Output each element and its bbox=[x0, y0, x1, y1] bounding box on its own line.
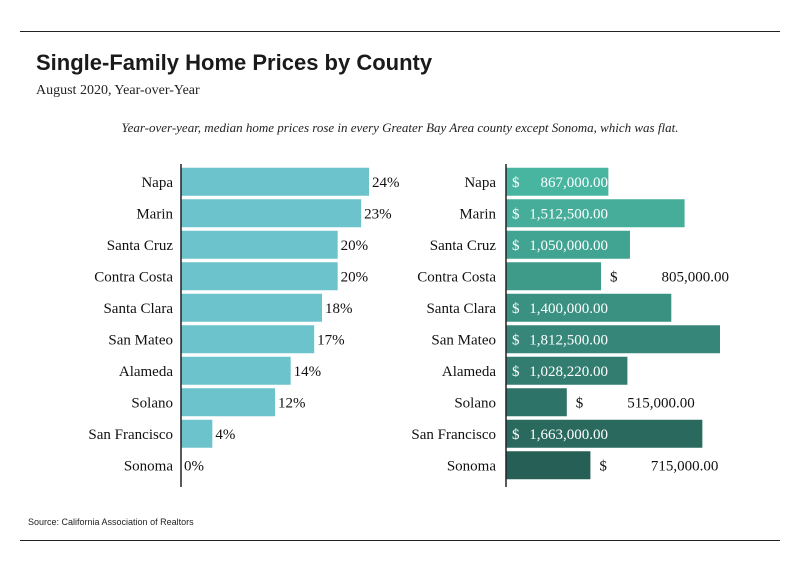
pct-category-label: Alameda bbox=[119, 364, 173, 380]
price-category-label: Marin bbox=[459, 206, 496, 222]
price-bar bbox=[506, 388, 567, 417]
pct-category-label: Napa bbox=[141, 175, 173, 191]
pct-bar bbox=[181, 356, 291, 385]
pct-bar bbox=[181, 325, 315, 354]
source-note: Source: California Association of Realto… bbox=[28, 517, 194, 527]
pct-bar bbox=[181, 167, 369, 196]
price-category-label: San Mateo bbox=[431, 332, 496, 348]
price-value-label: 1,812,500.00 bbox=[529, 332, 608, 348]
price-category-label: San Francisco bbox=[411, 427, 496, 443]
price-bar bbox=[506, 262, 602, 291]
pct-value-label: 4% bbox=[215, 427, 235, 443]
price-value-label: 805,000.00 bbox=[662, 269, 730, 285]
pct-category-label: San Mateo bbox=[108, 332, 173, 348]
chart-subtitle: August 2020, Year-over-Year bbox=[36, 83, 200, 98]
pct-category-label: Santa Clara bbox=[103, 301, 173, 317]
price-currency-label: $ bbox=[512, 206, 520, 222]
price-currency-label: $ bbox=[512, 332, 520, 348]
price-bar bbox=[506, 293, 672, 322]
price-bar bbox=[506, 199, 685, 228]
pct-value-label: 0% bbox=[184, 458, 204, 474]
price-currency-label: $ bbox=[599, 458, 607, 474]
top-rule bbox=[20, 31, 780, 32]
pct-value-label: 20% bbox=[341, 269, 369, 285]
price-category-label: Santa Clara bbox=[426, 301, 496, 317]
chart-note: Year-over-year, median home prices rose … bbox=[121, 120, 679, 135]
pct-bar bbox=[181, 293, 322, 322]
price-category-label: Santa Cruz bbox=[430, 238, 497, 254]
price-currency-label: $ bbox=[576, 395, 584, 411]
price-bar bbox=[506, 356, 628, 385]
price-category-label: Sonoma bbox=[447, 458, 497, 474]
pct-category-label: Marin bbox=[136, 206, 173, 222]
pct-category-label: Sonoma bbox=[124, 458, 174, 474]
pct-value-label: 14% bbox=[294, 364, 322, 380]
price-currency-label: $ bbox=[512, 364, 520, 380]
price-value-label: 715,000.00 bbox=[651, 458, 719, 474]
price-change-chart: Napa 24% Marin 23% Santa Cruz 20% Contra Costa… bbox=[88, 164, 400, 487]
price-value-label: 1,663,000.00 bbox=[529, 427, 608, 443]
pct-bar bbox=[181, 199, 362, 228]
pct-bar bbox=[181, 419, 213, 448]
chart-title: Single-Family Home Prices by County bbox=[36, 50, 433, 75]
price-value-label: 867,000.00 bbox=[541, 175, 609, 191]
price-bar bbox=[506, 325, 720, 354]
price-bar bbox=[506, 419, 703, 448]
price-bar bbox=[506, 230, 630, 259]
price-currency-label: $ bbox=[512, 238, 520, 254]
price-value-label: 1,028,220.00 bbox=[529, 364, 608, 380]
pct-value-label: 12% bbox=[278, 395, 306, 411]
price-value-label: 1,400,000.00 bbox=[529, 301, 608, 317]
price-value-label: 1,050,000.00 bbox=[529, 238, 608, 254]
pct-bar bbox=[181, 388, 275, 417]
pct-category-label: Santa Cruz bbox=[107, 238, 174, 254]
price-category-label: Alameda bbox=[442, 364, 496, 380]
price-value-label: 515,000.00 bbox=[627, 395, 695, 411]
pct-value-label: 20% bbox=[341, 238, 369, 254]
price-value-label: 1,512,500.00 bbox=[529, 206, 608, 222]
price-bar bbox=[506, 451, 591, 480]
price-category-label: Napa bbox=[464, 175, 496, 191]
price-bar bbox=[506, 167, 609, 196]
price-category-label: Contra Costa bbox=[417, 269, 496, 285]
pct-value-label: 24% bbox=[372, 175, 400, 191]
pct-value-label: 23% bbox=[364, 206, 392, 222]
pct-category-label: Contra Costa bbox=[94, 269, 173, 285]
bottom-rule bbox=[20, 540, 780, 541]
median-price-chart: Napa $867,000.00 Marin $1,512,500.00 Santa C… bbox=[411, 164, 729, 487]
pct-category-label: San Francisco bbox=[88, 427, 173, 443]
pct-bar bbox=[181, 230, 338, 259]
pct-bar bbox=[181, 262, 338, 291]
price-currency-label: $ bbox=[512, 427, 520, 443]
price-currency-label: $ bbox=[610, 269, 618, 285]
price-category-label: Solano bbox=[454, 395, 496, 411]
pct-value-label: 17% bbox=[317, 332, 345, 348]
pct-category-label: Solano bbox=[131, 395, 173, 411]
price-currency-label: $ bbox=[512, 175, 520, 191]
pct-value-label: 18% bbox=[325, 301, 353, 317]
price-currency-label: $ bbox=[512, 301, 520, 317]
